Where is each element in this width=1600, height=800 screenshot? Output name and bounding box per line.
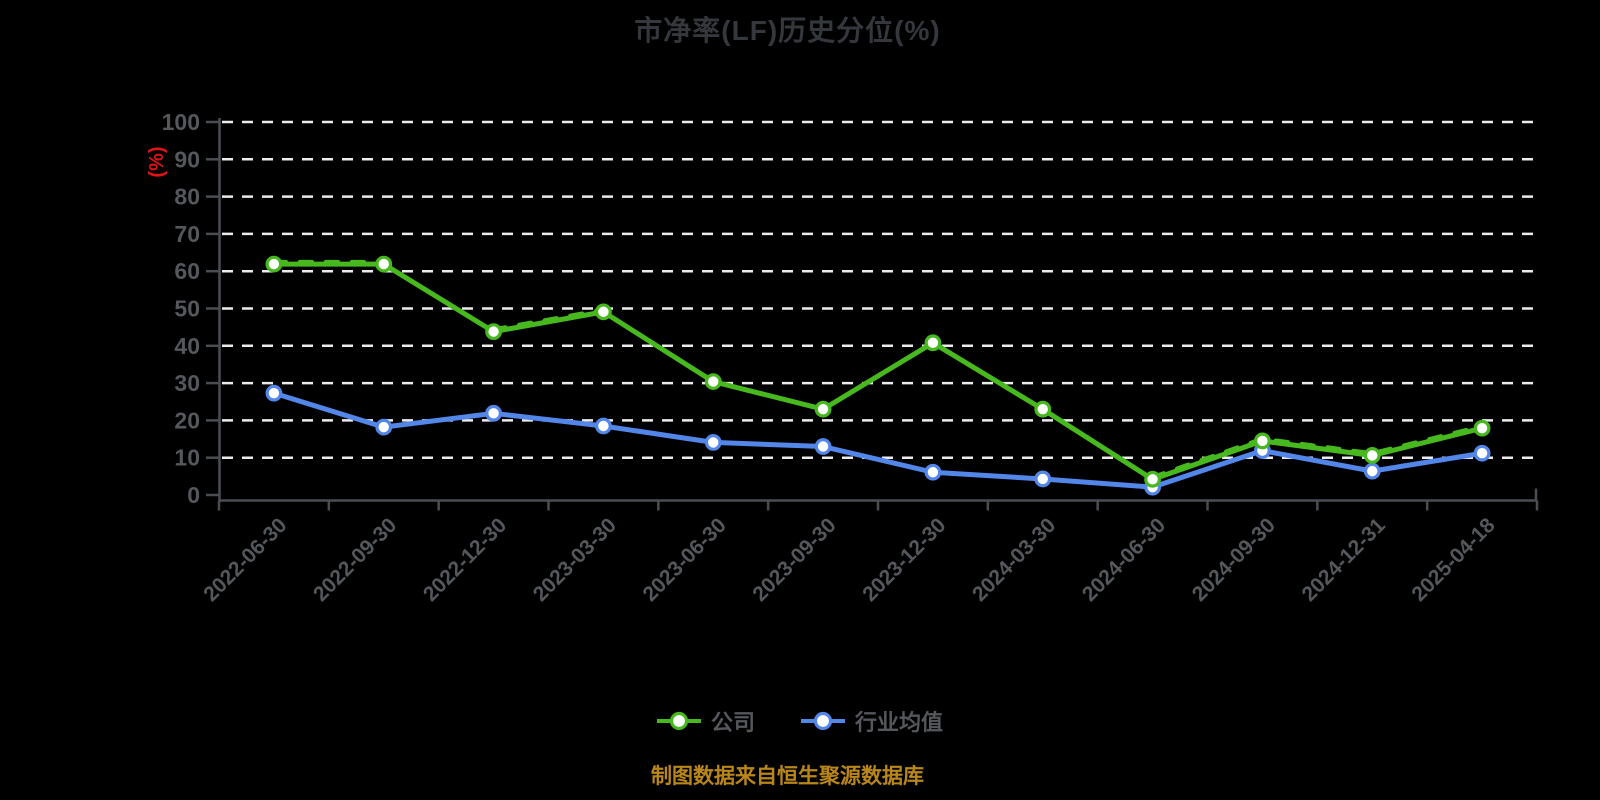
data-point-marker-公司	[1363, 447, 1381, 464]
data-point-marker-公司	[814, 400, 832, 418]
y-tick-label: 20	[174, 407, 200, 433]
y-tick-label: 70	[174, 221, 200, 247]
series-dashed-overlay	[1150, 423, 1485, 480]
x-tick-date-label: 2025-04-18	[1407, 514, 1499, 606]
legend-marker-icon	[656, 711, 701, 731]
y-tick-label: 60	[174, 258, 200, 284]
y-tick-label: 90	[174, 146, 200, 172]
y-tick-label: 10	[174, 445, 200, 471]
data-point-marker-公司	[1034, 400, 1052, 418]
x-tick-date-label: 2023-03-30	[529, 514, 621, 606]
chart-title: 市净率(LF)历史分位(%)	[634, 15, 941, 46]
x-tick-date-label: 2023-12-30	[858, 514, 950, 606]
data-point-marker-行业均值	[265, 384, 283, 402]
data-source-caption: 制图数据来自恒生聚源数据库	[651, 765, 924, 788]
x-tick-date-label: 2022-09-30	[309, 514, 401, 606]
series-line-公司	[271, 261, 1485, 482]
data-point-marker-行业均值	[1363, 462, 1381, 480]
y-tick-label: 50	[174, 296, 200, 322]
data-point-marker-公司	[375, 255, 393, 273]
data-point-marker-行业均值	[924, 463, 942, 481]
x-tick-date-label: 2023-09-30	[748, 514, 840, 606]
x-tick-date-label: 2024-06-30	[1078, 514, 1170, 606]
data-point-marker-公司	[485, 323, 502, 341]
legend-item-公司[interactable]: 公司	[656, 705, 755, 737]
y-tick-label: 40	[174, 333, 200, 359]
data-point-marker-行业均值	[595, 417, 612, 435]
data-point-marker-行业均值	[375, 418, 393, 436]
data-point-marker-公司	[1473, 419, 1491, 437]
chart-legend: 公司 行业均值	[0, 701, 1600, 741]
data-point-marker-行业均值	[485, 404, 502, 422]
data-point-marker-公司	[265, 255, 283, 273]
data-point-marker-公司	[595, 303, 612, 321]
x-tick-date-label: 2024-12-31	[1298, 514, 1390, 606]
series-dashed-overlay	[491, 307, 606, 332]
legend-marker-icon	[801, 711, 845, 731]
data-point-marker-行业均值	[704, 434, 722, 451]
y-tick-label: 100	[162, 109, 200, 135]
legend-item-行业均值[interactable]: 行业均值	[801, 705, 943, 737]
x-tick-date-label: 2024-09-30	[1188, 514, 1280, 606]
data-point-marker-行业均值	[1034, 470, 1052, 488]
data-point-marker-公司	[1144, 470, 1161, 488]
data-point-marker-行业均值	[814, 438, 832, 455]
series-line-行业均值	[271, 390, 1485, 490]
legend-label: 行业均值	[855, 710, 944, 735]
data-point-marker-公司	[1254, 432, 1271, 450]
data-point-marker-公司	[924, 334, 942, 352]
x-tick-date-label: 2023-06-30	[639, 514, 731, 606]
legend-label: 公司	[710, 710, 755, 735]
y-tick-label: 30	[174, 370, 200, 396]
data-point-marker-公司	[704, 373, 722, 391]
y-tick-label: 80	[174, 184, 200, 210]
x-tick-date-label: 2022-06-30	[199, 514, 291, 606]
y-tick-label: 0	[187, 482, 200, 508]
data-point-marker-行业均值	[1473, 444, 1491, 462]
x-tick-date-label: 2022-12-30	[419, 514, 511, 606]
x-tick-date-label: 2024-03-30	[968, 514, 1060, 606]
